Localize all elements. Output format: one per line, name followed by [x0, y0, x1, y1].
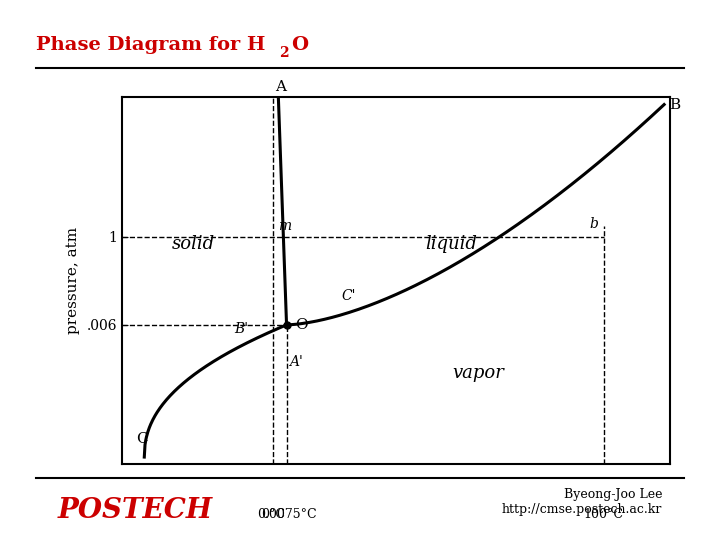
- Text: solid: solid: [172, 235, 215, 253]
- Text: Byeong-Joo Lee
http://cmse.postech.ac.kr: Byeong-Joo Lee http://cmse.postech.ac.kr: [502, 488, 662, 516]
- Text: B: B: [670, 98, 680, 112]
- Text: m: m: [279, 219, 292, 233]
- Text: C': C': [341, 289, 356, 303]
- Text: 0°C: 0°C: [261, 509, 285, 522]
- Text: Phase Diagram for H: Phase Diagram for H: [36, 36, 266, 54]
- Text: liquid: liquid: [425, 235, 477, 253]
- Text: O: O: [292, 36, 309, 54]
- Text: vapor: vapor: [452, 363, 504, 382]
- Text: 0.0075°C: 0.0075°C: [257, 509, 316, 522]
- Text: b: b: [590, 217, 598, 231]
- Text: 2: 2: [279, 46, 289, 60]
- Y-axis label: pressure, atm: pressure, atm: [66, 227, 80, 334]
- Text: B': B': [234, 322, 248, 336]
- Text: C: C: [136, 432, 148, 446]
- Text: O: O: [294, 318, 307, 332]
- Text: 100°C: 100°C: [584, 509, 624, 522]
- Text: POSTECH: POSTECH: [58, 497, 212, 524]
- Text: A': A': [289, 355, 303, 369]
- Text: A: A: [276, 79, 287, 93]
